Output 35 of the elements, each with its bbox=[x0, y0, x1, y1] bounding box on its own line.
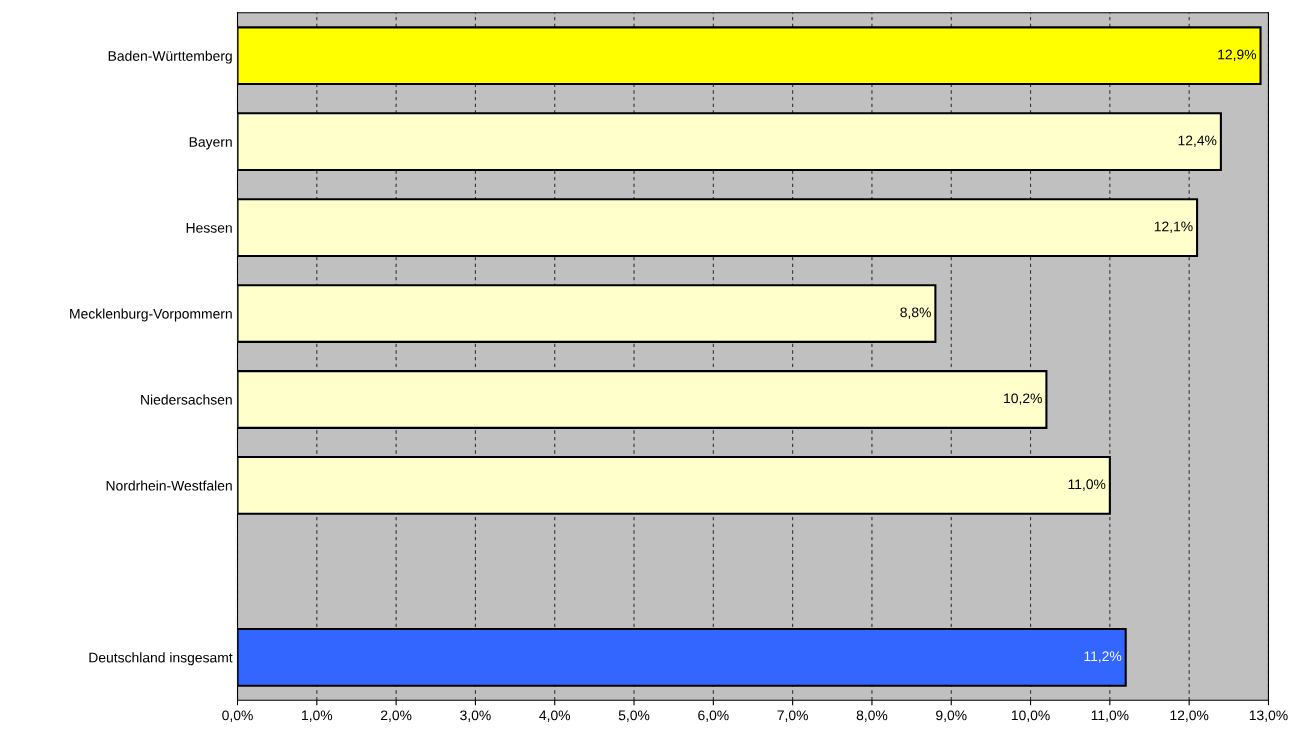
data-label: 12,4% bbox=[1178, 135, 1217, 148]
data-label: 12,1% bbox=[1154, 221, 1193, 233]
bar bbox=[237, 456, 1111, 515]
x-tick-label: 5,0% bbox=[618, 710, 650, 722]
x-tick-label: 12,0% bbox=[1170, 710, 1209, 722]
x-tick-label: 1,0% bbox=[302, 710, 333, 722]
bar bbox=[237, 26, 1262, 86]
y-tick-label: Mecklenburg-Vorpommern bbox=[70, 308, 232, 322]
x-tick-label: 3,0% bbox=[460, 710, 491, 722]
x-tick-label: 0,0% bbox=[222, 710, 253, 722]
bar bbox=[237, 627, 1127, 687]
y-tick-label: Niedersachsen bbox=[141, 394, 232, 405]
x-tick-label: 7,0% bbox=[777, 710, 808, 722]
data-label: 11,0% bbox=[1068, 479, 1106, 491]
x-tick-label: 6,0% bbox=[698, 710, 729, 722]
x-tick-label: 2,0% bbox=[380, 710, 412, 722]
data-label: 11,2% bbox=[1084, 651, 1122, 663]
data-label: 12,9% bbox=[1218, 49, 1257, 62]
data-label: 8,8% bbox=[900, 307, 931, 319]
x-tick-label: 9,0% bbox=[936, 710, 967, 722]
bar bbox=[237, 370, 1048, 429]
bar bbox=[237, 112, 1222, 172]
x-tick-label: 13,0% bbox=[1249, 710, 1288, 722]
x-tick-label: 10,0% bbox=[1011, 710, 1050, 722]
data-label: 10,2% bbox=[1004, 393, 1042, 405]
y-tick-label: Hessen bbox=[186, 223, 232, 233]
y-tick-label: Baden-Württemberg bbox=[108, 50, 232, 64]
x-tick-label: 11,0% bbox=[1091, 710, 1129, 722]
bar bbox=[237, 284, 937, 343]
y-tick-label: Deutschland insgesamt bbox=[89, 652, 233, 666]
y-tick-label: Nordrhein-Westfalen bbox=[106, 480, 232, 491]
y-tick-label: Bayern bbox=[189, 137, 232, 150]
x-tick-label: 4,0% bbox=[539, 710, 571, 722]
x-tick-label: 8,0% bbox=[856, 710, 888, 722]
bar bbox=[237, 198, 1199, 258]
